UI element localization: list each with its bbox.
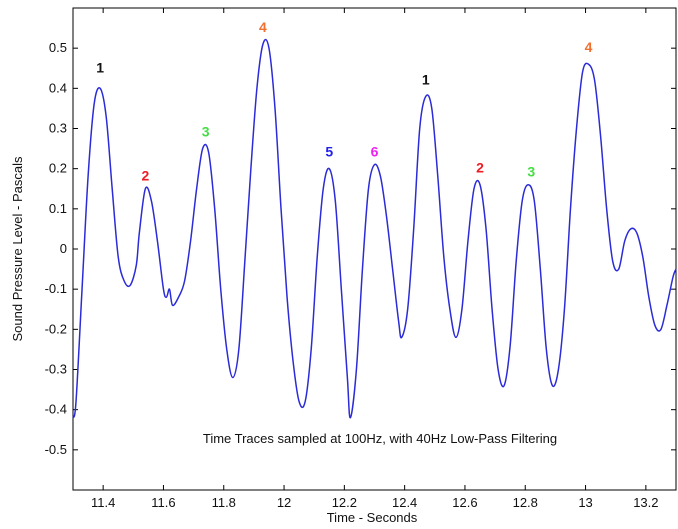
peak-labels: 1 2 3 4 5 6 1 2 3 4 <box>96 19 592 184</box>
peak-label-6: 6 <box>371 144 379 160</box>
x-tick-label: 12.6 <box>452 495 477 510</box>
x-tick-label: 12 <box>277 495 291 510</box>
peak-label-4: 4 <box>259 19 267 35</box>
y-tick-label: -0.1 <box>45 281 67 296</box>
y-tick-label: -0.4 <box>45 402 67 417</box>
y-axis: -0.5 -0.4 -0.3 -0.2 -0.1 0 0.1 0.2 0.3 0.4 0.5 <box>45 40 676 457</box>
x-tick-label: 12.8 <box>513 495 538 510</box>
annotation-text: Time Traces sampled at 100Hz, with 40Hz … <box>203 431 557 446</box>
y-tick-label: 0.3 <box>49 121 67 136</box>
x-tick-label: 12.4 <box>392 495 417 510</box>
x-tick-label: 11.6 <box>151 495 175 510</box>
y-tick-label: 0.2 <box>49 161 67 176</box>
y-tick-label: 0 <box>60 241 67 256</box>
x-axis: 11.4 11.6 11.8 12 12.2 12.4 12.6 12.8 13 13.2 <box>91 8 659 510</box>
y-tick-label: -0.5 <box>45 442 67 457</box>
peak-label-5: 5 <box>325 144 333 160</box>
y-tick-label: 0.4 <box>49 80 67 95</box>
peak-label-4: 4 <box>585 39 593 55</box>
series-line <box>72 38 677 419</box>
peak-label-1: 1 <box>422 71 430 87</box>
x-tick-label: 13.2 <box>633 495 658 510</box>
peak-label-2: 2 <box>476 160 484 176</box>
plot-area <box>72 7 677 491</box>
peak-label-1: 1 <box>96 59 104 75</box>
x-tick-label: 11.8 <box>212 495 236 510</box>
x-tick-label: 12.2 <box>332 495 357 510</box>
x-axis-title: Time - Seconds <box>327 510 418 525</box>
y-tick-label: -0.3 <box>45 362 67 377</box>
y-tick-label: 0.5 <box>49 40 67 55</box>
x-tick-label: 13 <box>578 495 592 510</box>
y-tick-label: 0.1 <box>49 201 67 216</box>
y-tick-label: -0.2 <box>45 321 67 336</box>
y-axis-title: Sound Pressure Level - Pascals <box>10 156 25 341</box>
peak-label-2: 2 <box>141 168 149 184</box>
x-tick-label: 11.4 <box>91 495 115 510</box>
peak-label-3: 3 <box>202 124 210 140</box>
peak-label-3: 3 <box>527 164 535 180</box>
